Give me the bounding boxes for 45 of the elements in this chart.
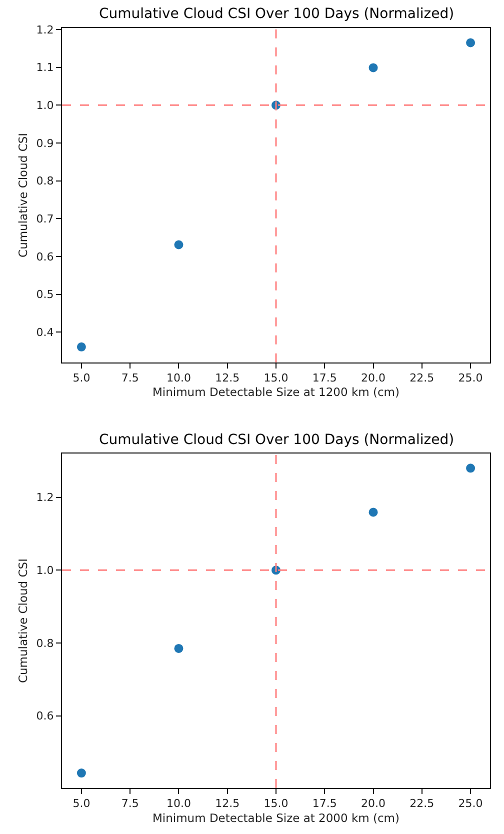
chart-title: Cumulative Cloud CSI Over 100 Days (Normalized) — [99, 6, 454, 22]
y-tick-label: 1.2 — [36, 491, 54, 504]
x-tick-label: 17.5 — [312, 797, 337, 810]
x-tick-label: 25.0 — [458, 797, 483, 810]
chart-title: Cumulative Cloud CSI Over 100 Days (Normalized) — [99, 432, 454, 448]
x-tick-label: 22.5 — [410, 797, 434, 810]
x-axis-title: Minimum Detectable Size at 2000 km (cm) — [152, 810, 400, 825]
x-tick-label: 20.0 — [361, 372, 386, 385]
y-tick-label: 0.7 — [36, 212, 54, 226]
x-tick-label: 5.0 — [72, 797, 90, 810]
x-tick-label: 5.0 — [72, 372, 90, 385]
y-tick-label: 0.6 — [36, 710, 54, 723]
y-tick-label: 0.6 — [36, 250, 54, 264]
y-tick-label: 1.0 — [36, 99, 54, 112]
x-tick-label: 15.0 — [264, 797, 288, 810]
y-axis-title: Cumulative Cloud CSI — [16, 558, 30, 684]
x-tick-label: 12.5 — [215, 372, 240, 385]
x-tick-label: 15.0 — [264, 372, 288, 385]
y-axis-title: Cumulative Cloud CSI — [16, 132, 30, 258]
point — [368, 508, 378, 517]
point — [76, 342, 86, 352]
y-tick-label: 0.9 — [36, 136, 54, 150]
x-tick-label: 25.0 — [458, 372, 483, 385]
x-tick-label: 20.0 — [361, 797, 386, 810]
x-tick-label: 7.5 — [121, 797, 139, 810]
x-tick-label: 7.5 — [121, 372, 139, 385]
y-tick-label: 0.5 — [36, 288, 54, 302]
x-tick-label: 10.0 — [166, 372, 191, 385]
y-tick-label: 1.1 — [36, 61, 54, 74]
x-tick-label: 10.0 — [166, 797, 191, 810]
x-tick-label: 12.5 — [215, 797, 240, 810]
y-tick-label: 0.8 — [36, 636, 54, 650]
x-tick-label: 22.5 — [410, 372, 434, 385]
y-tick-label: 1.2 — [36, 23, 54, 36]
point — [174, 644, 184, 653]
point — [466, 38, 476, 48]
point — [76, 768, 86, 778]
point — [466, 464, 476, 473]
point — [174, 240, 184, 250]
x-tick-label: 17.5 — [312, 372, 337, 385]
x-axis-title: Minimum Detectable Size at 1200 km (cm) — [152, 385, 400, 400]
point — [368, 63, 378, 72]
y-tick-label: 0.4 — [36, 326, 54, 339]
y-tick-label: 1.0 — [36, 564, 54, 578]
y-tick-label: 0.8 — [36, 174, 54, 188]
